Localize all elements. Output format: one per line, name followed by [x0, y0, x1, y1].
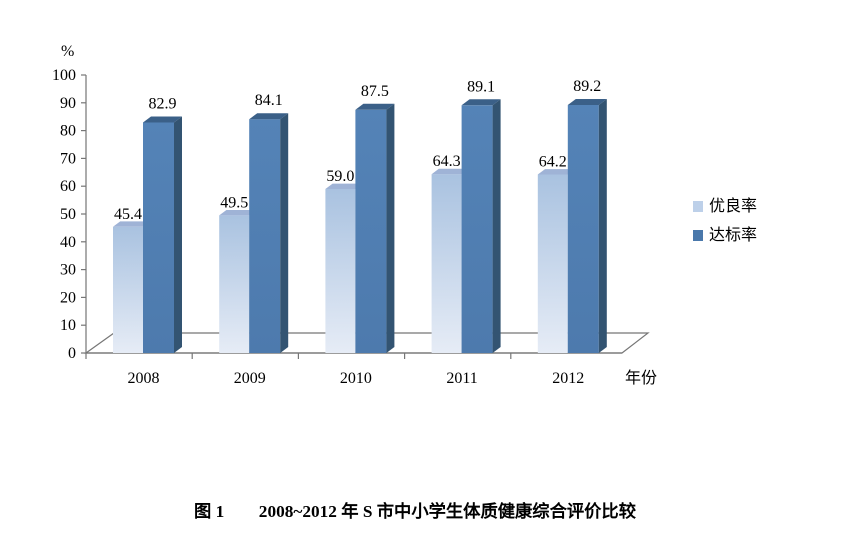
svg-text:60: 60: [60, 178, 76, 195]
svg-text:59.0: 59.0: [326, 168, 354, 185]
svg-text:82.9: 82.9: [149, 96, 177, 113]
svg-text:50: 50: [60, 206, 76, 223]
svg-text:100: 100: [52, 67, 76, 84]
svg-text:%: %: [61, 43, 74, 60]
svg-text:达标率: 达标率: [709, 226, 757, 244]
svg-text:87.5: 87.5: [361, 83, 389, 100]
svg-text:64.2: 64.2: [539, 154, 567, 171]
svg-text:64.3: 64.3: [433, 153, 461, 170]
svg-text:年份: 年份: [625, 369, 657, 387]
svg-text:20: 20: [60, 289, 76, 306]
svg-text:2012: 2012: [552, 370, 584, 387]
svg-text:89.1: 89.1: [467, 78, 495, 95]
svg-text:49.5: 49.5: [220, 194, 248, 211]
svg-text:84.1: 84.1: [255, 92, 283, 109]
svg-text:40: 40: [60, 234, 76, 251]
svg-text:0: 0: [68, 345, 76, 362]
svg-text:10: 10: [60, 317, 76, 334]
svg-text:2010: 2010: [340, 370, 372, 387]
svg-text:2011: 2011: [446, 370, 477, 387]
svg-text:70: 70: [60, 150, 76, 167]
svg-text:30: 30: [60, 262, 76, 279]
svg-text:90: 90: [60, 95, 76, 112]
svg-text:80: 80: [60, 123, 76, 140]
svg-text:优良率: 优良率: [709, 197, 757, 215]
svg-text:45.4: 45.4: [114, 206, 142, 223]
svg-text:89.2: 89.2: [573, 78, 601, 95]
svg-text:2008: 2008: [128, 370, 160, 387]
svg-text:图 1 2008~2012 年 S 市中小学生体质健康综合: 图 1 2008~2012 年 S 市中小学生体质健康综合评价比较: [194, 501, 637, 521]
svg-text:2009: 2009: [234, 370, 266, 387]
